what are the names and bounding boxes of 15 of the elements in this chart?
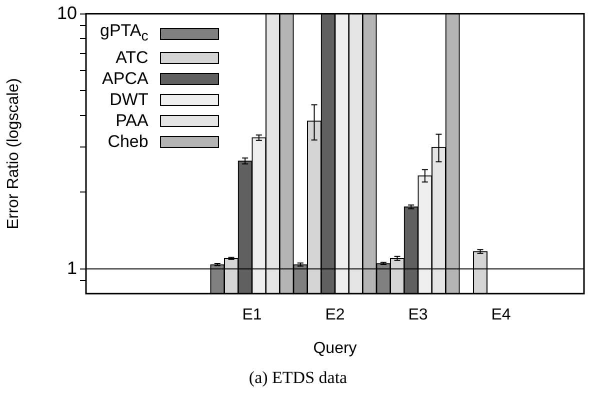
x-tick-label: E4 bbox=[491, 306, 511, 324]
legend-label: APCA bbox=[102, 68, 148, 90]
x-tick-label: E1 bbox=[242, 306, 262, 324]
legend-label: DWT bbox=[110, 89, 148, 110]
x-tick-label: E3 bbox=[408, 306, 428, 324]
legend-label: gPTA$_{c}$ bbox=[100, 20, 148, 46]
text: (a) ETDS data bbox=[248, 368, 348, 388]
y-tick-label: 10 bbox=[56, 2, 77, 23]
y-axis-title: Error Ratio (logscale) bbox=[5, 78, 22, 230]
legend-label: PAA bbox=[116, 110, 148, 132]
legend-label: ATC bbox=[116, 47, 148, 68]
legend-label: Cheb bbox=[108, 131, 148, 152]
y-tick-label: 1 bbox=[66, 258, 77, 278]
x-tick-label: E2 bbox=[325, 306, 345, 324]
x-axis-title: Query bbox=[313, 340, 357, 357]
